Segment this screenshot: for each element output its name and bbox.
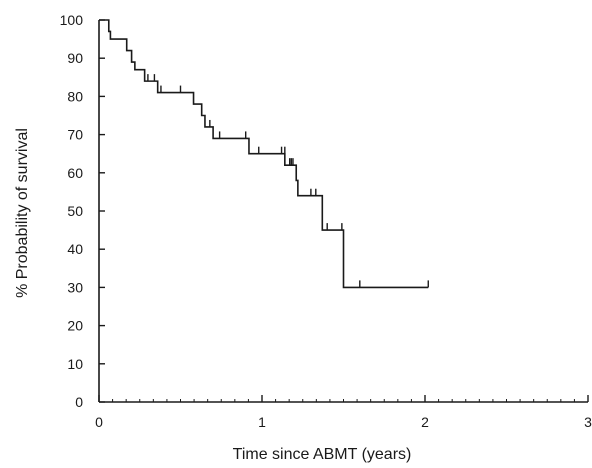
y-tick-label: 100 [60,12,84,28]
plot-area: 0 10 20 30 40 50 60 70 80 90 100 0 1 2 3 [60,12,592,430]
y-tick-label: 50 [67,203,83,219]
y-tick-label: 90 [67,50,83,66]
y-tick-label: 60 [67,165,83,181]
y-tick-label: 70 [67,127,83,143]
y-tick-label: 10 [67,356,83,372]
y-ticks: 0 10 20 30 40 50 60 70 80 90 100 [60,12,105,410]
x-tick-label: 2 [421,414,429,430]
y-tick-label: 30 [67,279,83,295]
x-tick-label: 0 [95,414,103,430]
x-tick-label: 3 [584,414,592,430]
y-tick-label: 40 [67,241,83,257]
x-axis-title: Time since ABMT (years) [233,446,412,463]
x-minor-ticks [112,399,575,402]
x-tick-label: 1 [258,414,266,430]
x-ticks: 0 1 2 3 [95,395,592,430]
y-axis-title: % Probability of survival [14,128,31,298]
y-tick-label: 20 [67,318,83,334]
y-tick-label: 80 [67,88,83,104]
censor-marks [147,74,429,288]
survival-curve [99,19,429,289]
y-tick-label: 0 [75,394,83,410]
